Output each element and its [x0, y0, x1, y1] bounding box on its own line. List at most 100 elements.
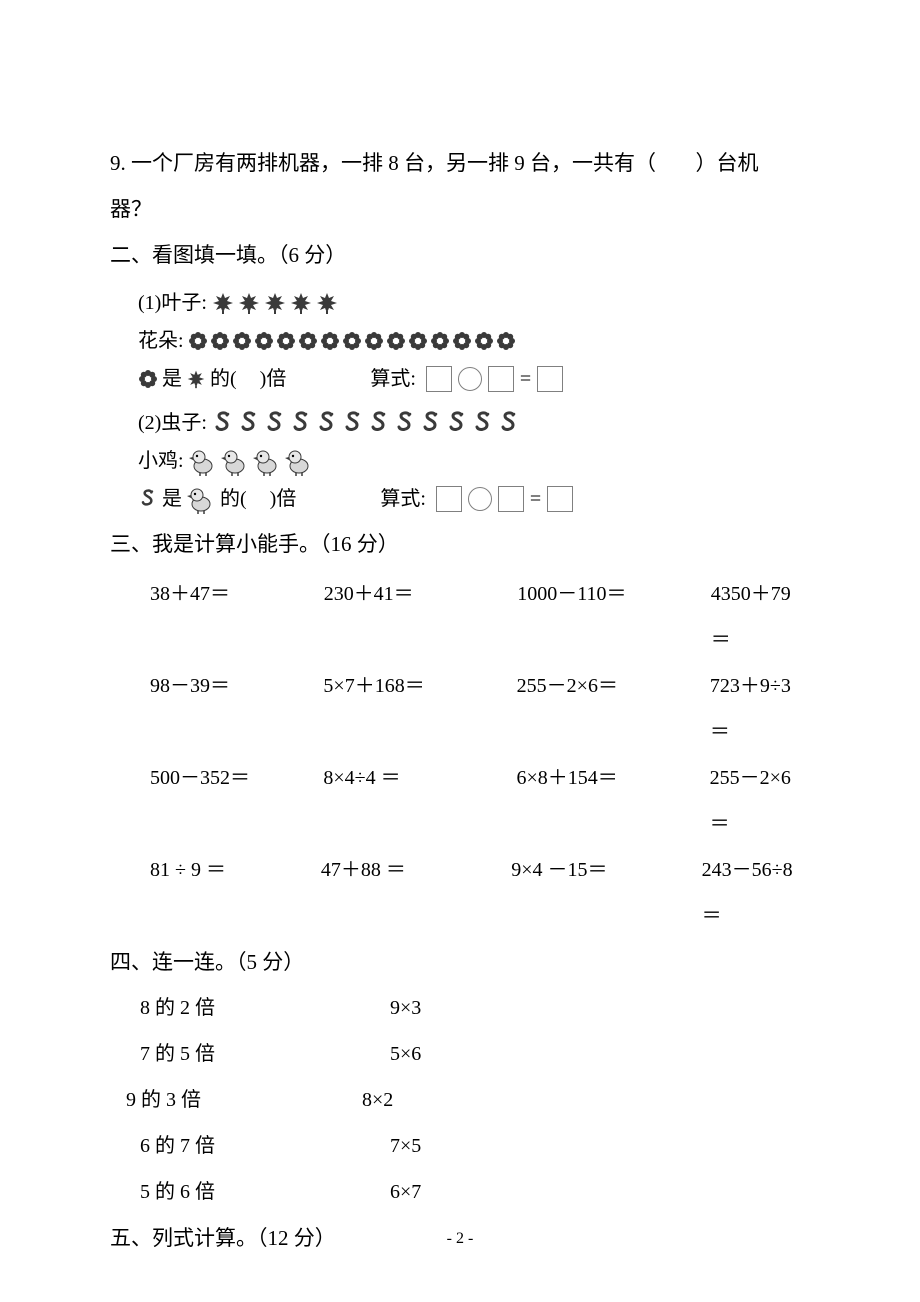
calc-cell: 9×4 －15＝: [511, 847, 701, 939]
p1-blank: [241, 361, 256, 397]
leaf-icon: [263, 291, 287, 315]
calc-cell: 255－2×6＝: [517, 663, 710, 755]
picture-q1: (1)叶子: 花朵: 是 的( )倍 算式: = (2)虫子: [138, 285, 810, 517]
match-left: 6 的 7 倍: [140, 1123, 390, 1169]
worm-icon: [393, 411, 417, 435]
worm-icons: [211, 411, 521, 435]
flower-icon: [496, 331, 516, 351]
calc-cell: 38＋47＝: [150, 571, 324, 663]
calc-cell: 6×8＋154＝: [517, 755, 710, 847]
flower-icon: [232, 331, 252, 351]
flower-icon: [276, 331, 296, 351]
formula-box: [498, 486, 524, 512]
flower-icon: [342, 331, 362, 351]
p1-rel-a: 是: [162, 361, 182, 397]
chick-icon: [186, 484, 216, 514]
formula-label-1: 算式:: [370, 361, 416, 397]
p2-chick-label: 小鸡:: [138, 443, 184, 479]
flower-icon: [188, 331, 208, 351]
page-number: - 2 -: [0, 1221, 920, 1256]
worm-icon: [211, 411, 235, 435]
match-left: 8 的 2 倍: [140, 985, 390, 1031]
match-left: 9 的 3 倍: [126, 1077, 376, 1123]
match-right: 7×5: [390, 1123, 421, 1169]
formula-box: [436, 486, 462, 512]
flower-icon: [386, 331, 406, 351]
match-row: 6 的 7 倍7×5: [140, 1123, 810, 1169]
p2-rel-a: 是: [162, 481, 182, 517]
chick-icons: [188, 446, 314, 476]
section4-heading: 四、连一连。（5 分）: [110, 939, 810, 985]
calc-row: 38＋47＝230＋41＝1000－110＝4350＋79＝: [150, 571, 810, 663]
match-right: 6×7: [390, 1169, 421, 1215]
formula-label-2: 算式:: [380, 481, 426, 517]
calc-cell: 47＋88 ＝: [321, 847, 511, 939]
p2-formula: 算式: =: [380, 481, 573, 517]
calc-cell: 1000－110＝: [517, 571, 711, 663]
p1-flower-label: 花朵:: [138, 323, 184, 359]
chick-icon: [220, 446, 250, 476]
calc-cell: 255－2×6＝: [710, 755, 810, 847]
flower-icon: [474, 331, 494, 351]
p2-worm-label: (2)虫子:: [138, 405, 207, 441]
calc-cell: 98－39＝: [150, 663, 323, 755]
calc-row: 500－352＝8×4÷4 ＝6×8＋154＝255－2×6＝: [150, 755, 810, 847]
worm-icon: [263, 411, 287, 435]
flower-icon: [452, 331, 472, 351]
p2-rel-b: 的(: [220, 481, 247, 517]
worm-icon: [367, 411, 391, 435]
worm-icon: [445, 411, 469, 435]
leaf-icon: [211, 291, 235, 315]
worm-icon: [237, 411, 261, 435]
flower-icon: [364, 331, 384, 351]
p1-formula: 算式: =: [370, 361, 563, 397]
flower-icon: [298, 331, 318, 351]
match-grid: 8 的 2 倍9×37 的 5 倍5×69 的 3 倍8×26 的 7 倍7×5…: [110, 985, 810, 1215]
match-row: 5 的 6 倍6×7: [140, 1169, 810, 1215]
worm-icon: [289, 411, 313, 435]
match-left: 5 的 6 倍: [140, 1169, 390, 1215]
match-row: 7 的 5 倍5×6: [140, 1031, 810, 1077]
formula-op-circle: [468, 487, 492, 511]
calc-cell: 4350＋79＝: [711, 571, 810, 663]
leaf-icon: [186, 369, 206, 389]
p2-rel-c: )倍: [270, 481, 297, 517]
calc-cell: 243－56÷8＝: [702, 847, 810, 939]
worm-icon: [471, 411, 495, 435]
formula-box: [537, 366, 563, 392]
calc-cell: 8×4÷4 ＝: [323, 755, 516, 847]
formula-op-circle: [458, 367, 482, 391]
flower-icon: [138, 369, 158, 389]
match-right: 5×6: [390, 1031, 421, 1077]
section2-heading: 二、看图填一填。（6 分）: [110, 232, 810, 278]
formula-box: [488, 366, 514, 392]
calc-cell: 500－352＝: [150, 755, 323, 847]
leaf-icon: [289, 291, 313, 315]
flower-icons: [188, 331, 516, 351]
flower-icon: [408, 331, 428, 351]
p1-rel-c: )倍: [260, 361, 287, 397]
chick-icon: [188, 446, 218, 476]
q9-blank: [661, 151, 690, 175]
flower-icon: [210, 331, 230, 351]
calc-cell: 230＋41＝: [324, 571, 518, 663]
calc-cell: 723＋9÷3＝: [710, 663, 810, 755]
leaf-icon: [315, 291, 339, 315]
flower-icon: [430, 331, 450, 351]
flower-icon: [254, 331, 274, 351]
flower-icon: [320, 331, 340, 351]
page: 9. 一个厂房有两排机器，一排 8 台，另一排 9 台，一共有（ ）台机 器？ …: [0, 0, 920, 1302]
calc-grid: 38＋47＝230＋41＝1000－110＝4350＋79＝98－39＝5×7＋…: [110, 571, 810, 939]
match-right: 8×2: [362, 1077, 393, 1123]
chick-icon: [284, 446, 314, 476]
worm-icon: [341, 411, 365, 435]
match-row: 9 的 3 倍8×2: [140, 1077, 810, 1123]
calc-cell: 5×7＋168＝: [323, 663, 516, 755]
match-right: 9×3: [390, 985, 421, 1031]
calc-row: 98－39＝5×7＋168＝255－2×6＝723＋9÷3＝: [150, 663, 810, 755]
equals: =: [530, 481, 541, 517]
formula-box: [426, 366, 452, 392]
equals: =: [520, 361, 531, 397]
q9-line1: 9. 一个厂房有两排机器，一排 8 台，另一排 9 台，一共有（ ）台机: [110, 140, 810, 186]
q9-text-a: 9. 一个厂房有两排机器，一排 8 台，另一排 9 台，一共有（: [110, 151, 656, 175]
